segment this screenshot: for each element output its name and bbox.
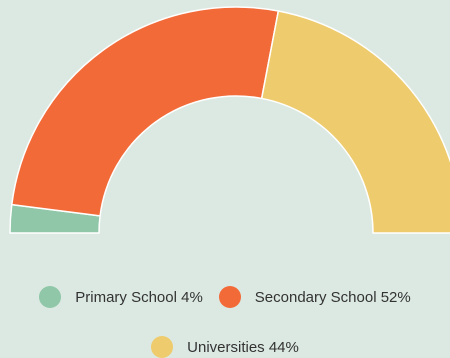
legend-row-2: Universities 44% xyxy=(0,336,450,358)
legend-swatch-secondary-school xyxy=(218,286,241,308)
legend-swatch-primary-school xyxy=(39,286,62,308)
legend-swatch-universities xyxy=(151,336,174,358)
legend-item-primary-school: Primary School 4% xyxy=(39,286,203,308)
legend-item-universities: Universities 44% xyxy=(151,336,299,358)
slice-universities xyxy=(260,10,450,234)
legend-row-1: Primary School 4% Secondary School 52% xyxy=(0,286,450,308)
legend-label-primary-school: Primary School 4% xyxy=(75,288,203,306)
half-donut-chart xyxy=(9,6,450,234)
legend-label-secondary-school: Secondary School 52% xyxy=(254,288,411,306)
legend-item-secondary-school: Secondary School 52% xyxy=(218,286,411,308)
slice-secondary-school xyxy=(11,6,280,217)
legend-label-universities: Universities 44% xyxy=(187,338,299,356)
